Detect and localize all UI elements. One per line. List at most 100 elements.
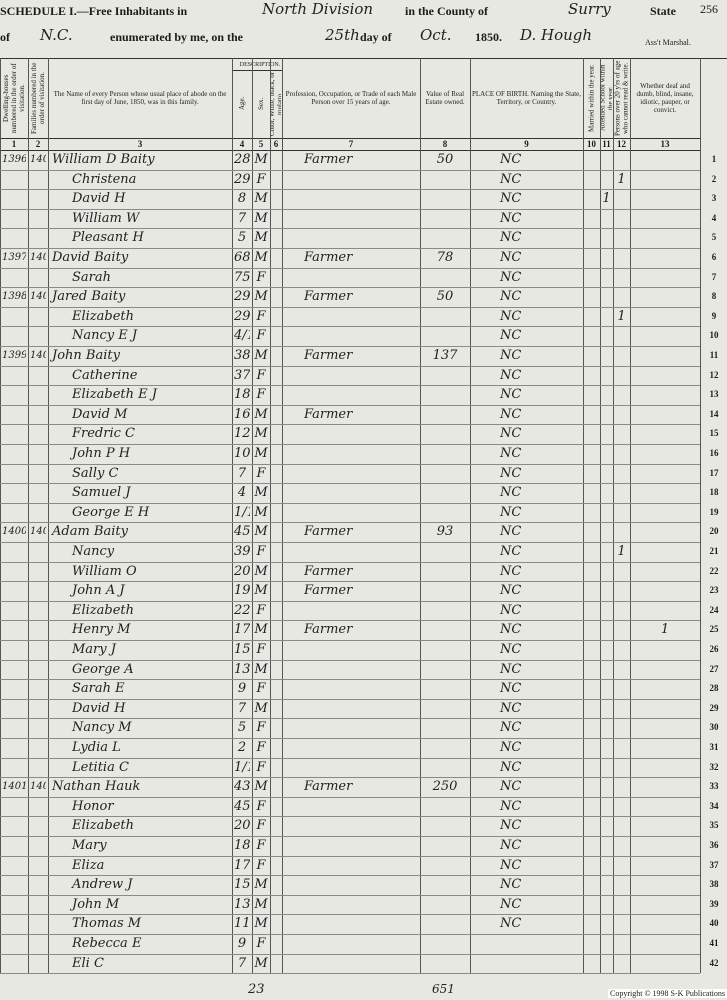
line-number: 3 [711, 193, 717, 204]
page-mark: 23 [248, 982, 265, 997]
cell-age: 9 [237, 681, 247, 697]
person-name: William D Baity [52, 152, 155, 167]
line-number: 18 [709, 487, 719, 498]
person-name: Eli C [72, 955, 104, 971]
row-rule [0, 463, 700, 465]
rule [232, 70, 282, 71]
row-rule [0, 267, 700, 269]
cell-sex: F [256, 740, 266, 755]
marshal-label: Ass't Marshal. [645, 38, 691, 47]
cell-birthplace: NC [500, 544, 522, 559]
cell-age: 4 [237, 485, 247, 501]
line-number: 39 [709, 898, 719, 909]
line-number: 21 [709, 546, 719, 556]
cell-age: 13 [234, 661, 250, 677]
cell-age: 7 [237, 955, 247, 971]
cell-age: 18 [234, 387, 250, 403]
row-rule [0, 561, 700, 563]
cell-sex: M [254, 348, 268, 363]
cell-birthplace: NC [500, 269, 522, 285]
rule [0, 58, 727, 59]
cell-birthplace: NC [500, 171, 522, 187]
row-rule [0, 228, 700, 230]
cell-value: 93 [436, 524, 454, 540]
person-name: Henry M [72, 622, 131, 638]
line-number: 32 [709, 761, 719, 772]
column-number: 13 [660, 139, 670, 149]
cell-sex: F [256, 367, 266, 383]
column-rule [48, 58, 49, 974]
column-number: 10 [587, 139, 596, 149]
cell-age: 17 [234, 857, 250, 873]
row-rule [0, 796, 700, 798]
column-rule [630, 58, 631, 974]
row-rule [0, 404, 700, 406]
cell-sex: M [254, 955, 268, 971]
line-number: 17 [709, 467, 719, 478]
line-number: 5 [711, 232, 717, 243]
cell-sex: M [254, 446, 268, 461]
state-label: State [650, 4, 676, 18]
county: Surry [568, 0, 611, 18]
line-number: 36 [709, 840, 719, 850]
place: North Division [262, 0, 374, 18]
cell-age: 20 [234, 563, 250, 579]
row-rule [0, 659, 700, 661]
cell-occupation: Farmer [304, 250, 353, 265]
cell-occupation: Farmer [304, 348, 353, 363]
line-number: 7 [711, 271, 717, 282]
column-header: Attended School within the year. [601, 64, 612, 132]
line-number: 22 [709, 565, 719, 576]
cell-sex: M [254, 426, 268, 442]
cell-family: 1405 [30, 291, 46, 303]
cell-sex: M [254, 583, 268, 599]
person-name: John Baity [52, 348, 120, 363]
person-name: Mary J [72, 642, 116, 657]
person-name: Adam Baity [52, 524, 128, 540]
cell-age: 1/12 [234, 759, 250, 775]
person-name: Elizabeth [72, 308, 135, 324]
cell-birthplace: NC [500, 857, 522, 873]
cell-birthplace: NC [500, 622, 522, 638]
person-name: Mary [72, 838, 107, 853]
line-number: 4 [711, 212, 717, 223]
row-rule [0, 640, 700, 641]
cell-sex: M [254, 877, 268, 893]
cell-sex: M [254, 563, 268, 579]
cell-birthplace: NC [500, 210, 522, 226]
column-header: Families numbered in the order of visita… [30, 62, 46, 134]
line-number: 38 [709, 879, 719, 890]
cell-birthplace: NC [500, 916, 522, 932]
cell-value: 250 [432, 779, 458, 795]
row-rule [0, 679, 700, 681]
person-name: George A [72, 661, 134, 677]
person-name: Eliza [72, 857, 105, 873]
cell-birthplace: NC [500, 191, 522, 207]
person-name: William W [72, 210, 140, 226]
cell-dwelling: 1399 [2, 350, 26, 361]
person-name: William O [72, 563, 137, 579]
cell-age: 28 [234, 152, 250, 167]
row-rule [0, 620, 700, 622]
marshal: D. Hough [520, 26, 593, 44]
person-name: John M [72, 896, 120, 912]
person-name: Honor [72, 798, 114, 814]
column-number: 7 [348, 139, 354, 149]
cell-birthplace: NC [500, 602, 522, 618]
cell-age: 20 [234, 818, 250, 834]
cell-age: 19 [234, 583, 250, 599]
row-rule [0, 365, 700, 367]
cell-c11: 1 [602, 191, 611, 207]
cell-sex: M [254, 622, 268, 638]
cell-sex: M [254, 230, 268, 246]
cell-age: 5 [237, 230, 247, 246]
row-rule [0, 542, 700, 543]
cell-age: 11 [234, 916, 250, 932]
line-number: 15 [709, 428, 719, 439]
cell-birthplace: NC [500, 896, 522, 912]
cell-age: 5 [237, 720, 247, 736]
row-rule [0, 306, 700, 308]
column-header: PLACE OF BIRTH. Naming the State, Territ… [471, 90, 582, 106]
cell-age: 15 [234, 642, 250, 657]
person-name: Nancy E J [72, 328, 138, 344]
